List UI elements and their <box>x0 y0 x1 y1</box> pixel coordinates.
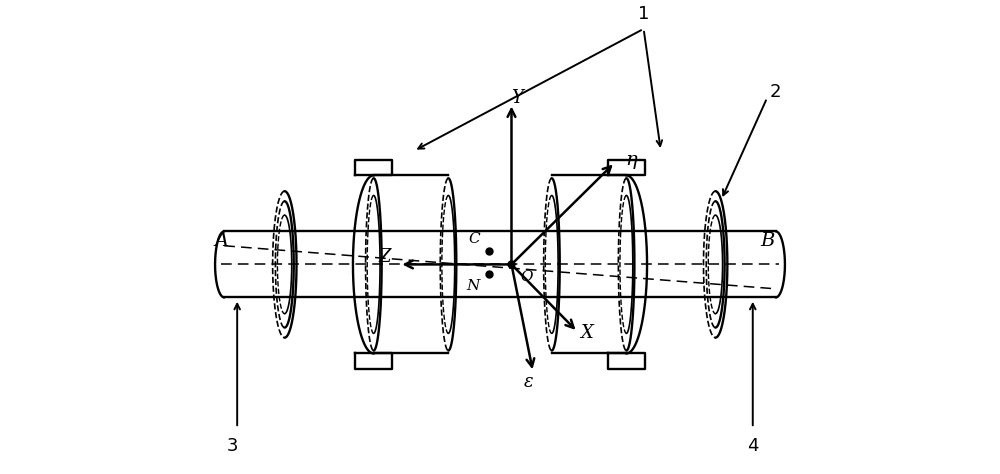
Text: 3: 3 <box>227 437 239 455</box>
Text: 2: 2 <box>770 83 781 101</box>
Text: O: O <box>520 270 533 284</box>
Text: 1: 1 <box>638 5 649 23</box>
Text: 4: 4 <box>747 437 759 455</box>
Text: A: A <box>214 232 228 250</box>
Text: X: X <box>580 324 593 342</box>
Text: C: C <box>468 232 480 246</box>
Text: η: η <box>625 151 637 169</box>
Text: Y: Y <box>511 89 523 107</box>
Text: ε: ε <box>524 373 534 391</box>
Text: N: N <box>467 279 480 293</box>
Text: B: B <box>760 232 774 250</box>
Text: Z: Z <box>379 248 391 266</box>
